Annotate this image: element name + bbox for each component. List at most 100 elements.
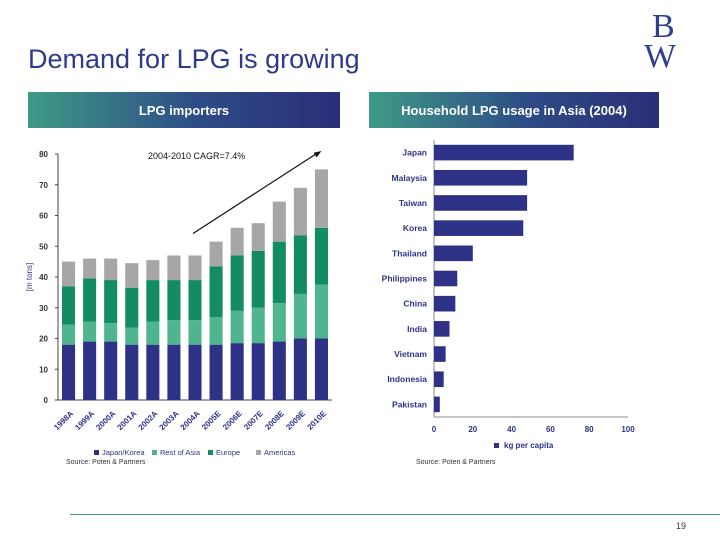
logo-letter-bottom: W — [644, 38, 676, 75]
bar-segment — [167, 255, 181, 281]
bar-segment — [83, 321, 97, 342]
bar — [434, 195, 528, 211]
x-tick-label: 80 — [585, 425, 594, 434]
x-tick-label: 2001A — [115, 409, 138, 432]
y-tick-label: 50 — [39, 242, 48, 251]
category-label: Taiwan — [399, 198, 427, 208]
legend-label: kg per capita — [504, 441, 554, 450]
bar — [434, 346, 446, 362]
y-tick-label: 40 — [39, 273, 48, 282]
source-note-right: Source: Poten & Partners — [416, 459, 496, 466]
lpg-importers-chart: 0 10 20 30 40 50 60 70 80 [m tons] 1998A1999A2000A… — [25, 150, 332, 457]
category-label: Philippines — [382, 274, 428, 284]
bar-segment — [209, 266, 223, 317]
bar-segment — [104, 280, 118, 324]
bar-segment — [125, 327, 139, 345]
cagr-arrow-head — [313, 151, 322, 158]
x-tick-label: 20 — [468, 425, 477, 434]
source-note-left: Source: Poten & Partners — [66, 459, 146, 466]
household-usage-banner: Household LPG usage in Asia (2004) — [369, 92, 659, 128]
y-axis-label: [m tons] — [25, 263, 34, 291]
bar — [434, 295, 456, 312]
bar-segment — [125, 344, 139, 400]
bar-segment — [272, 201, 286, 242]
bar-segment — [251, 307, 265, 344]
y-tick-label: 10 — [39, 365, 48, 374]
legend-swatch — [208, 450, 213, 455]
bar-segment — [167, 344, 181, 400]
bar-segment — [83, 278, 97, 322]
bar-segment — [230, 255, 244, 311]
category-label: China — [403, 299, 427, 309]
bar-segment — [251, 343, 265, 400]
bar-segment — [125, 287, 139, 328]
household-usage-chart: Japan Malaysia Taiwan Korea Thailand Philippi… — [382, 140, 635, 450]
bar-segment — [188, 320, 202, 345]
bar-segment — [104, 341, 118, 400]
x-tick-label: 2003A — [158, 409, 181, 432]
bar-segment — [188, 344, 202, 400]
bar-segment — [293, 235, 307, 294]
x-tick-label: 2000A — [94, 409, 117, 432]
bar-segment — [209, 241, 223, 267]
bar-segment — [167, 280, 181, 321]
x-tick-label: 0 — [432, 425, 437, 434]
x-tick-label: 2007E — [242, 409, 265, 432]
bar-segment — [146, 321, 160, 345]
bar — [434, 270, 458, 287]
bar — [434, 321, 450, 337]
bar-segment — [83, 258, 97, 279]
bar-segment — [188, 255, 202, 281]
x-tick-label: 2002A — [136, 409, 159, 432]
bar-segment — [209, 316, 223, 345]
bar-segment — [62, 324, 76, 345]
legend-label: Americas — [264, 448, 296, 457]
bar-segment — [314, 227, 328, 285]
bar-segment — [83, 341, 97, 400]
legend-label: Japan/Korea — [102, 448, 145, 457]
x-tick-label: 60 — [546, 425, 555, 434]
bar-segment — [104, 258, 118, 281]
lpg-importers-banner: LPG importers — [28, 92, 340, 128]
bar-segment — [62, 261, 76, 287]
x-tick-label: 2006E — [221, 409, 244, 432]
legend-label: Europe — [216, 448, 240, 457]
bar-segment — [104, 323, 118, 342]
bar — [434, 371, 444, 388]
company-logo: B W — [636, 8, 698, 76]
x-tick-label: 2009E — [284, 409, 307, 432]
y-tick-label: 30 — [39, 304, 48, 313]
x-tick-label: 2010E — [305, 409, 328, 432]
category-label: Malaysia — [392, 173, 428, 183]
y-tick-label: 80 — [39, 150, 48, 159]
category-label: Pakistan — [392, 399, 427, 409]
bar-segment — [230, 227, 244, 256]
cagr-arrow-line — [192, 152, 318, 234]
x-tick-label: 100 — [621, 425, 635, 434]
bar-segment — [146, 260, 160, 281]
category-label: Indonesia — [387, 374, 427, 384]
bar-segment — [293, 187, 307, 236]
bar-segment — [230, 343, 244, 400]
bar-segment — [251, 250, 265, 308]
bar-segment — [272, 303, 286, 342]
legend-swatch — [152, 450, 157, 455]
bar-segment — [293, 338, 307, 400]
bar-segment — [314, 338, 328, 400]
legend-swatch — [94, 450, 99, 455]
category-label: Thailand — [392, 248, 427, 258]
legend-swatch — [494, 443, 499, 448]
bar — [434, 220, 524, 236]
legend-label: Rest of Asia — [160, 448, 201, 457]
x-tick-label: 1999A — [73, 409, 96, 432]
bar-segment — [62, 286, 76, 325]
bar — [434, 144, 574, 161]
bar-segment — [146, 344, 160, 400]
x-tick-label: 2008E — [263, 409, 286, 432]
bar-segment — [230, 310, 244, 344]
logo-letter-top: B — [652, 8, 675, 45]
bar-segment — [314, 169, 328, 228]
category-label: India — [407, 324, 427, 334]
bar-segment — [272, 341, 286, 400]
category-label: Vietnam — [394, 349, 427, 359]
